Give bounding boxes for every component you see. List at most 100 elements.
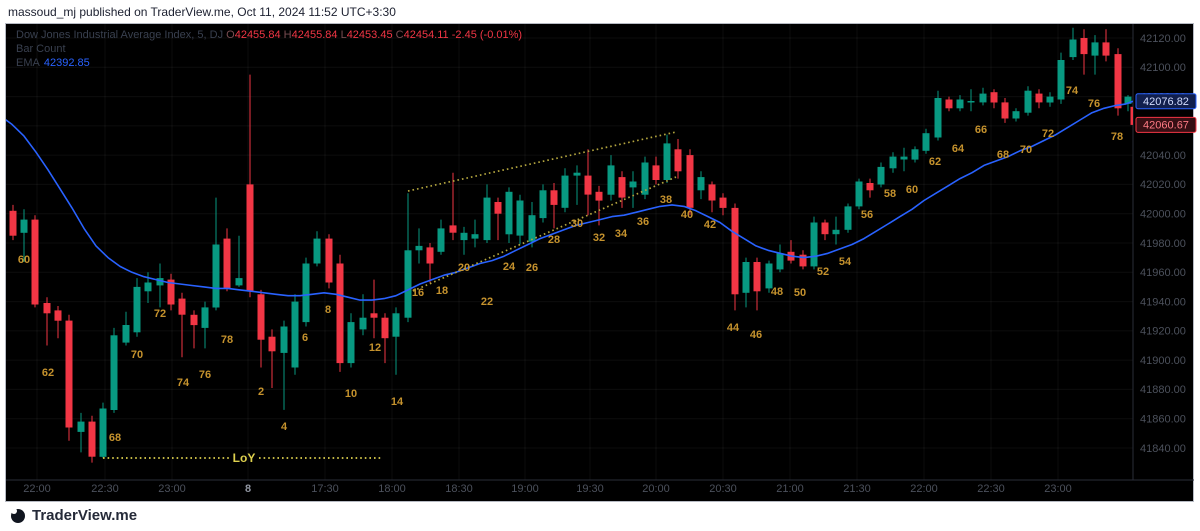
- svg-text:8: 8: [325, 304, 331, 316]
- attribution-text: massoud_mj published on TraderView.me, O…: [8, 5, 396, 19]
- svg-text:41840.00: 41840.00: [1140, 443, 1186, 455]
- last-price-badge: 42060.67: [1135, 116, 1197, 133]
- svg-text:34: 34: [615, 228, 628, 240]
- svg-text:78: 78: [221, 334, 233, 346]
- traderview-logo-icon: [11, 507, 25, 523]
- svg-text:42060.67: 42060.67: [1143, 120, 1189, 132]
- time-axis[interactable]: 22:00 22:30 23:00 8 17:30 18:00 18:30 19:00 19:3…: [23, 483, 1072, 495]
- svg-text:42020.00: 42020.00: [1140, 179, 1186, 191]
- svg-text:41980.00: 41980.00: [1140, 238, 1186, 250]
- indicator-bar-count: Bar Count: [16, 43, 66, 55]
- chart-legend: Dow Jones Industrial Average Index, 5, D…: [16, 28, 522, 70]
- svg-text:21:30: 21:30: [843, 483, 871, 495]
- svg-text:58: 58: [884, 188, 896, 200]
- svg-text:44: 44: [727, 322, 740, 334]
- svg-text:18:30: 18:30: [445, 483, 473, 495]
- loy-level[interactable]: LoY: [103, 451, 383, 465]
- chart-panel[interactable]: [5, 23, 1194, 502]
- symbol-row: Dow Jones Industrial Average Index, 5, D…: [16, 28, 522, 42]
- svg-text:72: 72: [154, 308, 166, 320]
- svg-text:70: 70: [131, 349, 143, 361]
- svg-text:70: 70: [1020, 144, 1032, 156]
- svg-text:54: 54: [839, 256, 852, 268]
- svg-text:21:00: 21:00: [776, 483, 804, 495]
- footer: TraderView.me: [10, 507, 137, 524]
- ema-line: [6, 100, 1133, 301]
- svg-text:64: 64: [952, 143, 965, 155]
- svg-text:41880.00: 41880.00: [1140, 384, 1186, 396]
- low-label: L: [340, 29, 347, 41]
- svg-text:14: 14: [391, 396, 404, 408]
- indicator-ema: EMA 42392.85: [16, 57, 90, 69]
- svg-text:41900.00: 41900.00: [1140, 355, 1186, 367]
- svg-text:76: 76: [1088, 98, 1100, 110]
- ema-legend-value: 42392.85: [43, 57, 90, 69]
- svg-text:28: 28: [548, 234, 560, 246]
- svg-text:68: 68: [109, 432, 121, 444]
- svg-text:68: 68: [997, 149, 1009, 161]
- svg-text:41960.00: 41960.00: [1140, 267, 1186, 279]
- high-label: H: [283, 29, 292, 41]
- svg-text:23:00: 23:00: [1044, 483, 1072, 495]
- svg-text:22:00: 22:00: [910, 483, 938, 495]
- svg-text:2: 2: [258, 386, 264, 398]
- svg-text:20: 20: [458, 262, 470, 274]
- svg-text:24: 24: [503, 261, 516, 273]
- ema-price-badge: 42076.82: [1135, 93, 1197, 110]
- svg-text:6: 6: [302, 332, 308, 344]
- svg-text:60: 60: [18, 254, 30, 266]
- change-value: -2.45 (-0.01%): [451, 29, 523, 41]
- svg-text:30: 30: [571, 218, 583, 230]
- svg-text:20:00: 20:00: [642, 483, 670, 495]
- svg-text:38: 38: [660, 194, 672, 206]
- svg-text:42076.82: 42076.82: [1143, 96, 1189, 108]
- svg-text:62: 62: [929, 156, 941, 168]
- svg-text:22: 22: [481, 296, 493, 308]
- svg-text:41860.00: 41860.00: [1140, 414, 1186, 426]
- svg-text:52: 52: [817, 266, 829, 278]
- svg-text:50: 50: [794, 287, 806, 299]
- svg-text:56: 56: [861, 209, 873, 221]
- svg-text:76: 76: [199, 369, 211, 381]
- grid: [6, 24, 1133, 480]
- svg-text:41920.00: 41920.00: [1140, 326, 1186, 338]
- svg-text:10: 10: [345, 388, 357, 400]
- svg-text:17:30: 17:30: [311, 483, 339, 495]
- open-value: 42455.84: [234, 29, 281, 41]
- trend-channel[interactable]: [407, 131, 677, 292]
- axis-lines: [6, 24, 1194, 481]
- high-value: 42455.84: [291, 29, 338, 41]
- svg-text:74: 74: [1066, 85, 1079, 97]
- low-value: 42453.45: [346, 29, 393, 41]
- svg-text:12: 12: [369, 342, 381, 354]
- svg-text:40: 40: [681, 209, 693, 221]
- svg-text:36: 36: [637, 216, 649, 228]
- svg-text:60: 60: [906, 184, 918, 196]
- svg-text:18:00: 18:00: [378, 483, 406, 495]
- svg-text:46: 46: [750, 329, 762, 341]
- svg-text:78: 78: [1111, 131, 1123, 143]
- open-label: O: [226, 29, 235, 41]
- svg-text:42: 42: [704, 219, 716, 231]
- svg-text:72: 72: [1042, 128, 1054, 140]
- candles-layer: [9, 27, 1133, 463]
- svg-text:20:30: 20:30: [709, 483, 737, 495]
- close-label: C: [395, 29, 404, 41]
- svg-text:19:00: 19:00: [511, 483, 539, 495]
- svg-text:18: 18: [436, 285, 448, 297]
- svg-text:42100.00: 42100.00: [1140, 62, 1186, 74]
- svg-text:62: 62: [42, 367, 54, 379]
- svg-text:22:30: 22:30: [91, 483, 119, 495]
- svg-text:66: 66: [975, 124, 987, 136]
- svg-text:48: 48: [771, 286, 783, 298]
- symbol-title: Dow Jones Industrial Average Index, 5, D…: [16, 29, 224, 41]
- svg-text:42120.00: 42120.00: [1140, 33, 1186, 45]
- svg-text:8: 8: [245, 483, 251, 495]
- footer-brand-link[interactable]: TraderView.me: [32, 507, 138, 524]
- svg-text:4: 4: [281, 421, 288, 433]
- svg-text:22:30: 22:30: [977, 483, 1005, 495]
- svg-text:16: 16: [412, 287, 424, 299]
